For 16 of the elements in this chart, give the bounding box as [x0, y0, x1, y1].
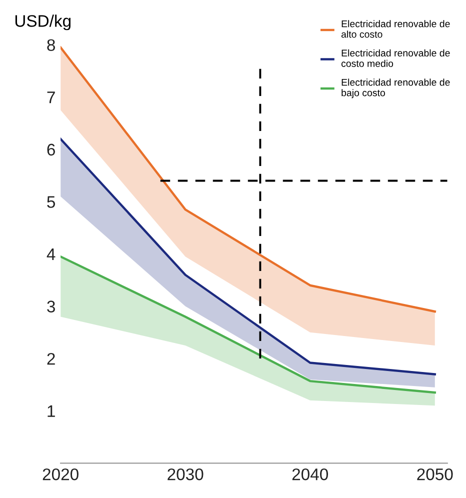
y-tick-label: 7: [47, 92, 55, 104]
y-tick-label: 5: [47, 196, 56, 208]
legend-label: Electricidad renovable de alto costo: [341, 20, 450, 38]
legend-label: Electricidad renovable de bajo costo: [342, 78, 450, 98]
y-tick-label: 6: [47, 144, 55, 156]
legend-label: Electricidad renovable de costo medio: [341, 49, 450, 67]
y-tick-label: 4: [46, 248, 56, 260]
y-tick-label: 1: [48, 405, 55, 417]
x-tick-label: 2040: [292, 468, 328, 480]
y-tick-label: 8: [47, 39, 55, 52]
x-tick-label: 2020: [42, 468, 78, 480]
y-axis-title: USD/kg: [15, 14, 71, 30]
y-tick-label: 2: [47, 352, 55, 365]
x-tick-label: 2050: [417, 468, 453, 480]
x-tick-label: 2030: [168, 468, 204, 480]
y-tick-label: 3: [47, 300, 55, 312]
